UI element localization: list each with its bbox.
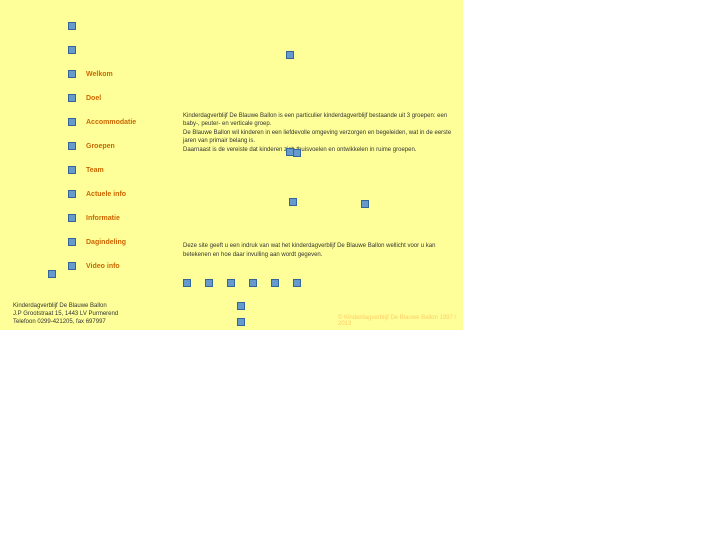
image-placeholder-icon <box>293 279 301 287</box>
nav-link[interactable]: Doel <box>86 95 101 102</box>
image-placeholder-icon <box>249 279 257 287</box>
footer-line: Telefoon 0299-421205, fax 697997 <box>13 318 118 326</box>
nav-item-team[interactable]: Team <box>68 158 136 182</box>
image-placeholder-icon <box>227 279 235 287</box>
intro-text: Daarnaast is de vereiste dat kinderen zi… <box>183 146 453 154</box>
nav-link[interactable]: Informatie <box>86 215 120 222</box>
intro-text: De Blauwe Ballon wil kinderen in een lie… <box>183 129 453 145</box>
nav-link[interactable]: Video info <box>86 263 120 270</box>
bullet-icon <box>48 270 56 278</box>
image-placeholder-icon <box>237 302 245 310</box>
nav-item-welkom[interactable]: Welkom <box>68 62 136 86</box>
main-panel: Welkom Doel Accommodatie Groepen Team Ac… <box>0 0 463 330</box>
nav-item[interactable] <box>68 14 136 38</box>
bullet-icon <box>68 22 76 30</box>
bullet-icon <box>68 94 76 102</box>
bullet-row <box>183 279 301 287</box>
nav-item-groepen[interactable]: Groepen <box>68 134 136 158</box>
intro-text: Deze site geeft u een indruk van wat het… <box>183 242 453 258</box>
nav-item-informatie[interactable]: Informatie <box>68 206 136 230</box>
nav-item[interactable] <box>68 38 136 62</box>
nav-item-accommodatie[interactable]: Accommodatie <box>68 110 136 134</box>
image-placeholder-icon <box>271 279 279 287</box>
image-placeholder-icon <box>293 149 301 157</box>
main-content: Kinderdagverblijf De Blauwe Ballon is ee… <box>183 112 453 260</box>
bullet-icon <box>68 142 76 150</box>
footer-address: Kinderdagverblijf De Blauwe Ballon J.P G… <box>13 302 118 326</box>
bullet-icon <box>68 214 76 222</box>
image-placeholder-icon <box>183 279 191 287</box>
copyright-text: © Kinderdagverblijf De Blauwe Ballon 199… <box>338 315 463 327</box>
image-placeholder-icon <box>286 51 294 59</box>
image-placeholder-icon <box>205 279 213 287</box>
nav-item-actuele[interactable]: Actuele info <box>68 182 136 206</box>
nav-link[interactable]: Accommodatie <box>86 119 136 126</box>
bullet-icon <box>68 166 76 174</box>
nav-link[interactable]: Welkom <box>86 71 113 78</box>
bullet-icon <box>68 118 76 126</box>
nav-link[interactable]: Team <box>86 167 104 174</box>
bullet-icon <box>68 46 76 54</box>
nav-link[interactable]: Dagindeling <box>86 239 126 246</box>
nav-item-video[interactable]: Video info <box>68 254 136 278</box>
bullet-icon <box>68 262 76 270</box>
image-placeholder-icon <box>361 200 369 208</box>
bullet-icon <box>68 70 76 78</box>
page-root: Welkom Doel Accommodatie Groepen Team Ac… <box>0 0 727 545</box>
image-placeholder-icon <box>286 148 294 156</box>
image-placeholder-icon <box>237 318 245 326</box>
image-placeholder-icon <box>289 198 297 206</box>
intro-text: Kinderdagverblijf De Blauwe Ballon is ee… <box>183 112 453 128</box>
bullet-icon <box>68 190 76 198</box>
nav-item-dagindeling[interactable]: Dagindeling <box>68 230 136 254</box>
bullet-icon <box>68 238 76 246</box>
main-nav: Welkom Doel Accommodatie Groepen Team Ac… <box>68 14 136 278</box>
nav-item-doel[interactable]: Doel <box>68 86 136 110</box>
footer-line: J.P Grootstraat 15, 1443 LV Purmerend <box>13 310 118 318</box>
nav-link[interactable]: Actuele info <box>86 191 126 198</box>
footer-line: Kinderdagverblijf De Blauwe Ballon <box>13 302 118 310</box>
nav-link[interactable]: Groepen <box>86 143 115 150</box>
